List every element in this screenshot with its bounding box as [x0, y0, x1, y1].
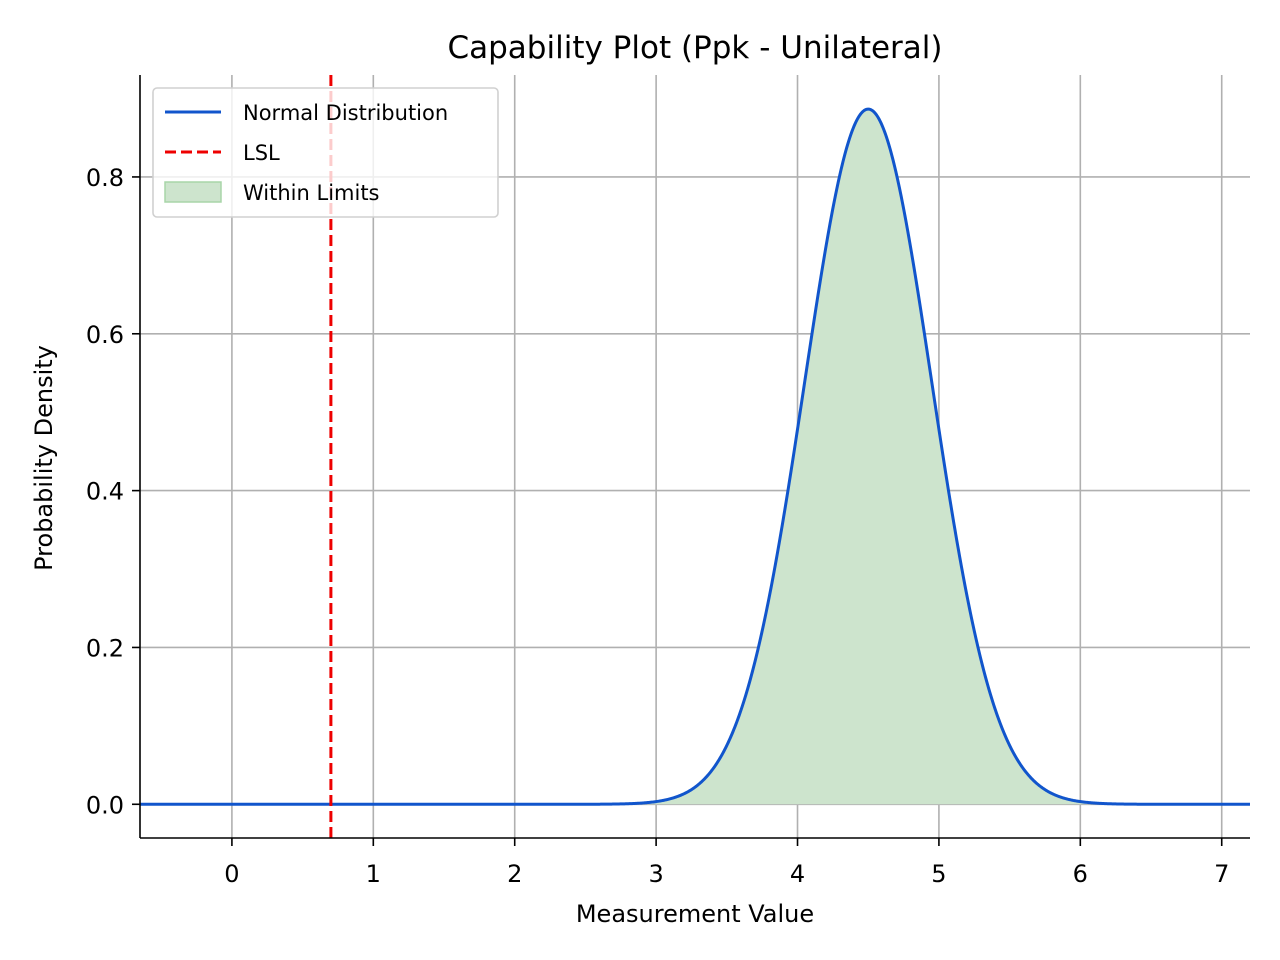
normal-distribution-line [140, 107, 1250, 806]
y-tick-label: 0.4 [86, 478, 124, 506]
x-tick-label: 7 [1214, 860, 1229, 888]
legend-lsl-label: LSL [243, 141, 280, 165]
x-tick-label: 0 [224, 860, 239, 888]
chart-title: Capability Plot (Ppk - Unilateral) [447, 30, 942, 66]
within-limits-area [330, 109, 1250, 805]
x-axis-label: Measurement Value [576, 900, 814, 928]
legend-within-limits-swatch [164, 181, 222, 203]
x-tick-label: 1 [366, 860, 381, 888]
y-tick-label: 0.8 [86, 164, 124, 192]
tick-labels: 0 1 2 3 4 5 6 7 0.0 0.2 0.4 0.6 0.8 [86, 164, 1230, 888]
legend-frame [152, 87, 499, 218]
y-tick-label: 0.6 [86, 321, 124, 349]
y-axis-label: Probability Density [30, 345, 58, 571]
x-tick-label: 6 [1073, 860, 1088, 888]
y-tick-label: 0.0 [86, 791, 124, 819]
within-limits-area-layer [330, 109, 1250, 805]
series-line-layer [140, 75, 1250, 838]
x-tick-label: 2 [507, 860, 522, 888]
x-tick-label: 4 [790, 860, 805, 888]
x-tick-label: 3 [648, 860, 663, 888]
x-tick-label: 5 [931, 860, 946, 888]
y-tick-label: 0.2 [86, 634, 124, 662]
legend: Normal Distribution LSL Within Limits [152, 87, 499, 218]
axes-spines [139, 75, 1250, 839]
legend-normal-distribution-label: Normal Distribution [243, 101, 448, 125]
legend-within-limits-label: Within Limits [243, 181, 380, 205]
